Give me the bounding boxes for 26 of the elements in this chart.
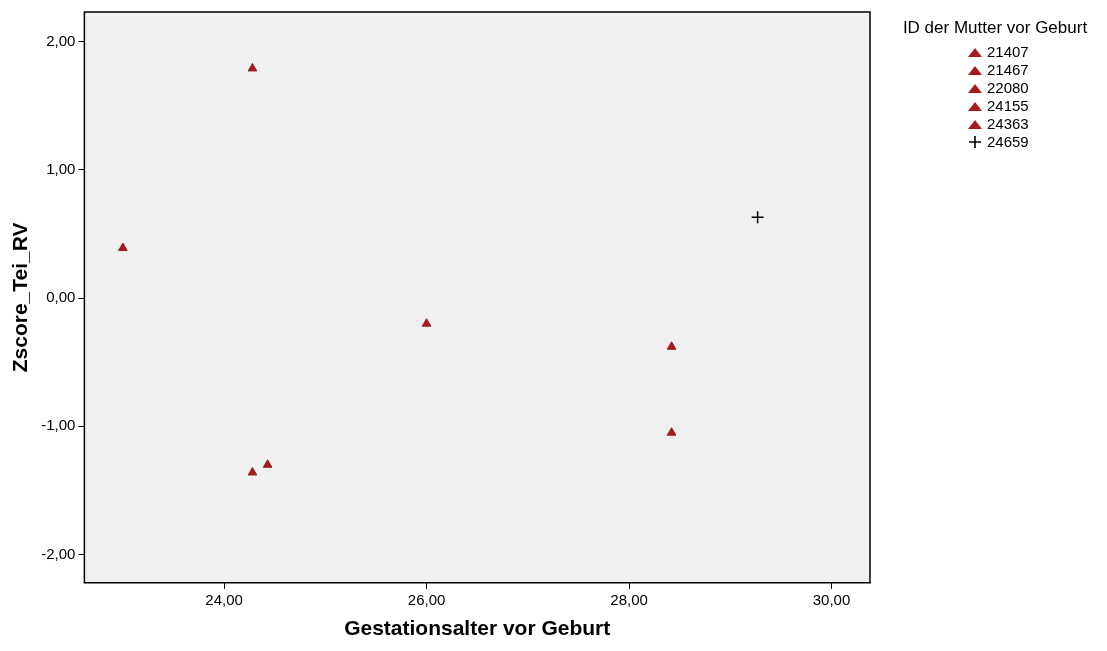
point [118, 242, 128, 252]
x-axis-title: Gestationsalter vor Geburt [344, 616, 611, 640]
point [262, 459, 273, 468]
point [666, 341, 677, 350]
y-tick-label: 2,00 [46, 31, 76, 49]
point [666, 427, 677, 436]
legend-label: 24155 [987, 97, 1029, 115]
legend-label: 21467 [987, 61, 1029, 79]
point [247, 466, 258, 476]
y-tick-label: 1,00 [46, 159, 76, 177]
point [247, 62, 258, 72]
y-tick-label: -2,00 [41, 544, 76, 562]
x-tick-label: 26,00 [407, 590, 446, 608]
x-tick-label: 24,00 [205, 590, 243, 608]
y-tick-label: 0,00 [46, 288, 76, 306]
y-axis-title: Zscore_Tei_RV [8, 222, 32, 373]
legend-label: 24363 [987, 115, 1029, 133]
legend-label: 24659 [987, 133, 1029, 151]
point [750, 210, 765, 224]
legend-label: 22080 [987, 79, 1029, 97]
legend-title: ID der Mutter vor Geburt [901, 18, 1089, 37]
legend-label: 21407 [987, 43, 1029, 61]
point [421, 318, 432, 327]
x-tick-label: 30,00 [812, 590, 851, 608]
x-tick-label: 28,00 [610, 590, 648, 608]
y-tick-label: -1,00 [41, 416, 76, 434]
